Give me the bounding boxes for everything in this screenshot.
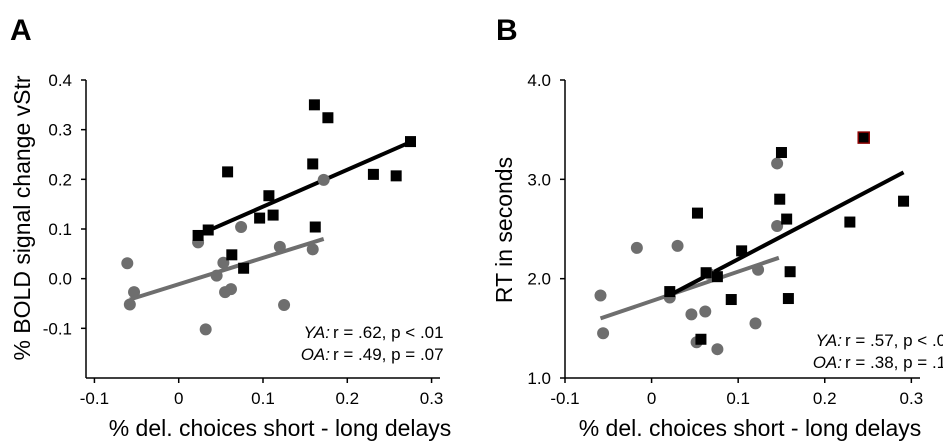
data-point-ya bbox=[263, 190, 275, 202]
panel-a-axes: -0.1 0.0 0.1 0.2 0.3 0.4 -0.1 0 0.1 0.2 0.3 bbox=[43, 71, 444, 408]
y-tick-label: 0.4 bbox=[48, 71, 72, 90]
data-point-ya bbox=[192, 229, 204, 241]
data-point-oa bbox=[224, 283, 237, 296]
data-point-oa bbox=[306, 243, 319, 256]
data-point-oa bbox=[711, 343, 724, 356]
stat-group-label-ya: YA: bbox=[304, 323, 331, 342]
data-point-oa bbox=[123, 298, 136, 311]
panel-a: A -0.1 0.0 0.1 0.2 0.3 0.4 -0.1 0 0.1 0.2 0.3 % de… bbox=[9, 14, 451, 441]
panel-b-label: B bbox=[496, 14, 518, 47]
x-tick-label: -0.1 bbox=[550, 389, 579, 408]
panel-b-stats: YA:r = .57, p < .03OA:r = .38, p = .18 bbox=[813, 331, 943, 372]
data-point-oa bbox=[597, 327, 610, 340]
data-point-oa bbox=[771, 220, 784, 233]
data-point-oa bbox=[199, 323, 212, 336]
y-tick-label: 0.0 bbox=[48, 270, 72, 289]
data-point-oa bbox=[749, 317, 762, 330]
data-point-ya bbox=[238, 262, 250, 274]
x-tick-label: -0.1 bbox=[80, 389, 109, 408]
x-tick-label: 0.1 bbox=[726, 389, 750, 408]
data-point-oa bbox=[671, 239, 684, 252]
y-tick-label: 3.0 bbox=[527, 170, 551, 189]
data-point-oa bbox=[685, 308, 698, 321]
data-point-oa bbox=[128, 286, 141, 299]
data-point-ya bbox=[267, 209, 279, 221]
data-point-oa bbox=[235, 221, 248, 234]
data-point-ya bbox=[309, 221, 321, 233]
stat-group-label-oa: OA: bbox=[813, 353, 843, 372]
stat-value-oa: r = .49, p = .07 bbox=[333, 345, 444, 364]
x-tick-label: 0.3 bbox=[900, 389, 924, 408]
data-point-ya bbox=[202, 224, 214, 236]
data-point-ya bbox=[782, 293, 794, 305]
x-tick-label: 0.2 bbox=[813, 389, 837, 408]
data-point-ya bbox=[226, 249, 238, 261]
fit-line-ya bbox=[196, 140, 412, 238]
panel-b-xlabel: % del. choices short - long delays bbox=[579, 415, 922, 441]
data-point-ya bbox=[700, 267, 712, 279]
y-tick-label: 4.0 bbox=[527, 71, 551, 90]
fit-line-oa bbox=[129, 237, 325, 302]
data-point-oa bbox=[699, 305, 712, 318]
y-tick-label: 0.1 bbox=[48, 220, 72, 239]
y-tick-label: 0.2 bbox=[48, 170, 72, 189]
panel-a-label: A bbox=[10, 14, 32, 47]
panel-a-xlabel: % del. choices short - long delays bbox=[109, 415, 452, 441]
data-point-ya bbox=[844, 216, 856, 228]
x-tick-label: 0.3 bbox=[420, 389, 444, 408]
data-point-ya bbox=[254, 212, 266, 224]
data-point-ya bbox=[307, 158, 319, 170]
data-point-oa bbox=[594, 289, 607, 302]
data-point-oa bbox=[210, 269, 223, 282]
y-tick-label: -0.1 bbox=[43, 319, 72, 338]
data-point-oa bbox=[630, 241, 643, 254]
data-point-ya bbox=[308, 99, 320, 111]
panel-b: B 1.0 2.0 3.0 4.0 -0.1 0 0.1 0.2 0.3 % del. choi… bbox=[491, 14, 943, 441]
data-point-ya bbox=[774, 193, 786, 205]
data-point-ya bbox=[711, 271, 723, 283]
data-point-oa bbox=[317, 173, 330, 186]
data-point-ya bbox=[725, 294, 737, 306]
y-tick-label: 1.0 bbox=[527, 369, 551, 388]
data-point-ya bbox=[898, 195, 910, 207]
panel-a-marks bbox=[121, 99, 416, 336]
data-point-oa bbox=[273, 240, 286, 253]
x-tick-label: 0 bbox=[174, 389, 183, 408]
data-point-ya bbox=[736, 245, 748, 257]
data-point-ya bbox=[857, 131, 870, 144]
data-point-ya bbox=[367, 168, 379, 180]
data-point-oa bbox=[752, 263, 765, 276]
x-tick-label: 0 bbox=[647, 389, 656, 408]
x-tick-label: 0.2 bbox=[335, 389, 359, 408]
fit-line-oa bbox=[599, 255, 780, 321]
x-tick-label: 0.1 bbox=[251, 389, 275, 408]
data-point-ya bbox=[775, 147, 787, 159]
data-point-ya bbox=[222, 166, 234, 178]
data-point-ya bbox=[664, 286, 676, 298]
stat-value-ya: r = .62, p < .01 bbox=[333, 323, 444, 342]
data-point-ya bbox=[781, 213, 793, 225]
data-point-oa bbox=[278, 298, 291, 311]
panel-a-ylabel: % BOLD signal change vStr bbox=[9, 75, 35, 360]
data-point-ya bbox=[322, 112, 334, 124]
panel-b-ylabel: RT in seconds bbox=[491, 157, 517, 303]
data-point-ya bbox=[695, 333, 707, 345]
data-point-ya bbox=[390, 170, 402, 182]
stat-group-label-ya: YA: bbox=[816, 331, 843, 350]
data-point-oa bbox=[771, 157, 784, 170]
data-point-ya bbox=[405, 136, 416, 148]
panel-b-marks bbox=[594, 131, 910, 356]
data-point-oa bbox=[121, 257, 134, 270]
stat-group-label-oa: OA: bbox=[301, 345, 331, 364]
panel-b-axes: 1.0 2.0 3.0 4.0 -0.1 0 0.1 0.2 0.3 bbox=[527, 71, 923, 408]
stat-value-oa: r = .38, p = .18 bbox=[845, 353, 943, 372]
y-tick-label: 0.3 bbox=[48, 121, 72, 140]
data-point-ya bbox=[784, 266, 796, 278]
data-point-ya bbox=[691, 207, 703, 219]
y-tick-label: 2.0 bbox=[527, 270, 551, 289]
stat-value-ya: r = .57, p < .03 bbox=[845, 331, 943, 350]
